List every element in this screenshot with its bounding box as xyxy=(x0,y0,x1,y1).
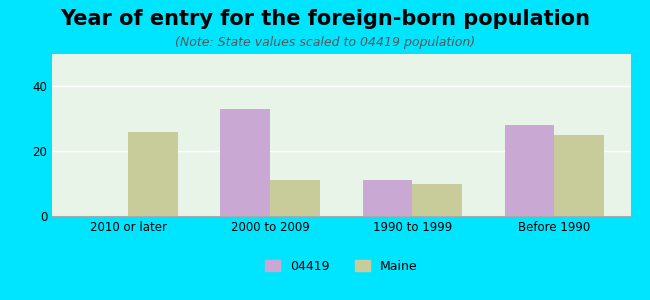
Bar xyxy=(412,184,462,216)
Bar xyxy=(554,135,604,216)
Text: (Note: State values scaled to 04419 population): (Note: State values scaled to 04419 popu… xyxy=(175,36,475,49)
Bar xyxy=(270,180,320,216)
Bar xyxy=(504,125,554,216)
Bar xyxy=(220,109,270,216)
Bar xyxy=(363,180,412,216)
Bar xyxy=(128,132,178,216)
Legend: 04419, Maine: 04419, Maine xyxy=(260,255,422,278)
Text: Year of entry for the foreign-born population: Year of entry for the foreign-born popul… xyxy=(60,9,590,29)
